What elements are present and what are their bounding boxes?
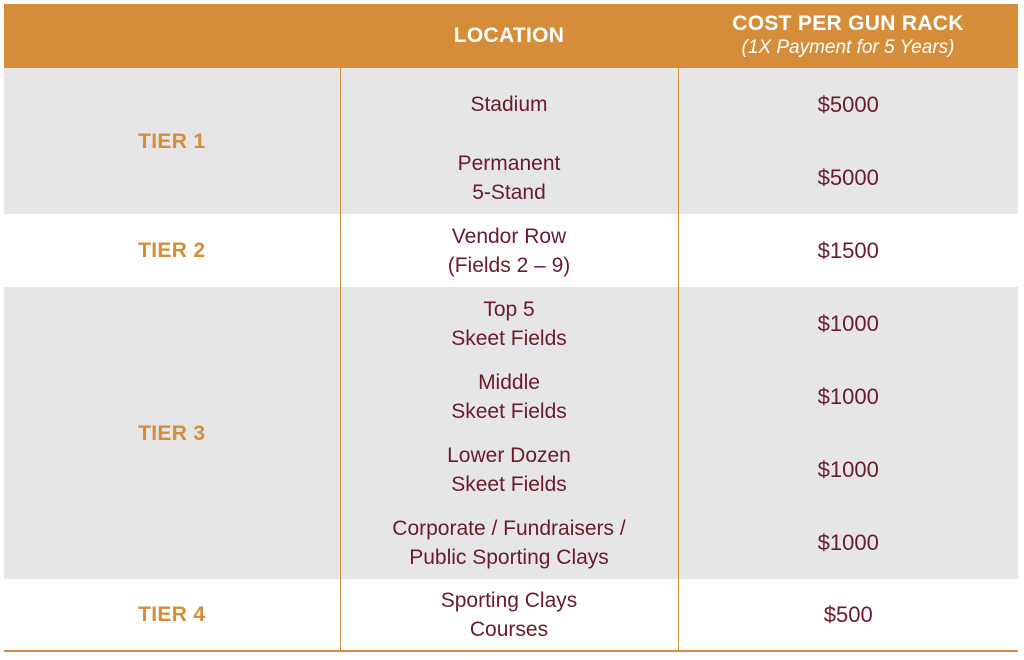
cost-cell: $5000 (678, 141, 1018, 214)
cost-cell: $5000 (678, 68, 1018, 141)
tier-1-label: TIER 1 (4, 68, 341, 214)
header-cost: COST PER GUN RACK (1X Payment for 5 Year… (678, 4, 1018, 68)
location-line: Sporting Clays (440, 588, 578, 612)
location-line: Public Sporting Clays (409, 545, 609, 569)
location-line: 5-Stand (472, 180, 546, 204)
location-line: Lower Dozen (447, 443, 571, 467)
header-cost-label: COST PER GUN RACK (732, 12, 964, 35)
location-line: (Fields 2 – 9) (447, 253, 571, 277)
location-cell: Corporate / Fundraisers / Public Sportin… (340, 506, 679, 579)
cost-cell: $1500 (678, 214, 1018, 287)
tier-3-label: TIER 3 (4, 287, 341, 579)
location-line: Permanent (457, 151, 561, 175)
cost-cell: $1000 (678, 360, 1018, 433)
header-cost-subtitle: (1X Payment for 5 Years) (741, 37, 955, 58)
cost-cell: $500 (678, 579, 1018, 652)
location-line: Skeet Fields (451, 326, 567, 350)
location-line: Courses (469, 617, 549, 641)
header-row: LOCATION COST PER GUN RACK (1X Payment f… (4, 4, 1018, 68)
table-row: TIER 3 Top 5 Skeet Fields $1000 (4, 287, 1018, 579)
location-cell: Permanent 5-Stand (340, 141, 679, 214)
table-row: TIER 2 Vendor Row (Fields 2 – 9) $1500 (4, 214, 1018, 287)
header-location: LOCATION (340, 4, 678, 68)
location-line: Vendor Row (451, 224, 567, 248)
header-tier-cell (4, 4, 340, 68)
table-row: TIER 4 Sporting Clays Courses $500 (4, 579, 1018, 652)
location-cell: Middle Skeet Fields (340, 360, 679, 433)
location-cell: Top 5 Skeet Fields (340, 287, 679, 360)
cost-cell: $1000 (678, 287, 1018, 360)
location-cell: Stadium (340, 68, 679, 141)
table-row: Middle Skeet Fields $1000 (4, 360, 1018, 433)
pricing-table: LOCATION COST PER GUN RACK (1X Payment f… (4, 4, 1018, 652)
tier-4-label: TIER 4 (4, 579, 341, 652)
table-row: Lower Dozen Skeet Fields $1000 (4, 433, 1018, 506)
location-line: Skeet Fields (451, 399, 567, 423)
location-line: Middle (478, 370, 540, 394)
header-location-label: LOCATION (453, 24, 565, 47)
table-row: TIER 1 Stadium $5000 (4, 68, 1018, 214)
table-row: Corporate / Fundraisers / Public Sportin… (4, 506, 1018, 579)
cost-cell: $1000 (678, 433, 1018, 506)
location-line: Skeet Fields (451, 472, 567, 496)
location-line: Corporate / Fundraisers / (392, 516, 626, 540)
location-cell: Lower Dozen Skeet Fields (340, 433, 679, 506)
location-line: Stadium (470, 93, 548, 116)
location-cell: Vendor Row (Fields 2 – 9) (340, 214, 679, 287)
tier-2-label: TIER 2 (4, 214, 341, 287)
location-line: Top 5 (483, 297, 535, 321)
table-row: Permanent 5-Stand $5000 (4, 141, 1018, 214)
cost-cell: $1000 (678, 506, 1018, 579)
location-cell: Sporting Clays Courses (340, 579, 679, 652)
